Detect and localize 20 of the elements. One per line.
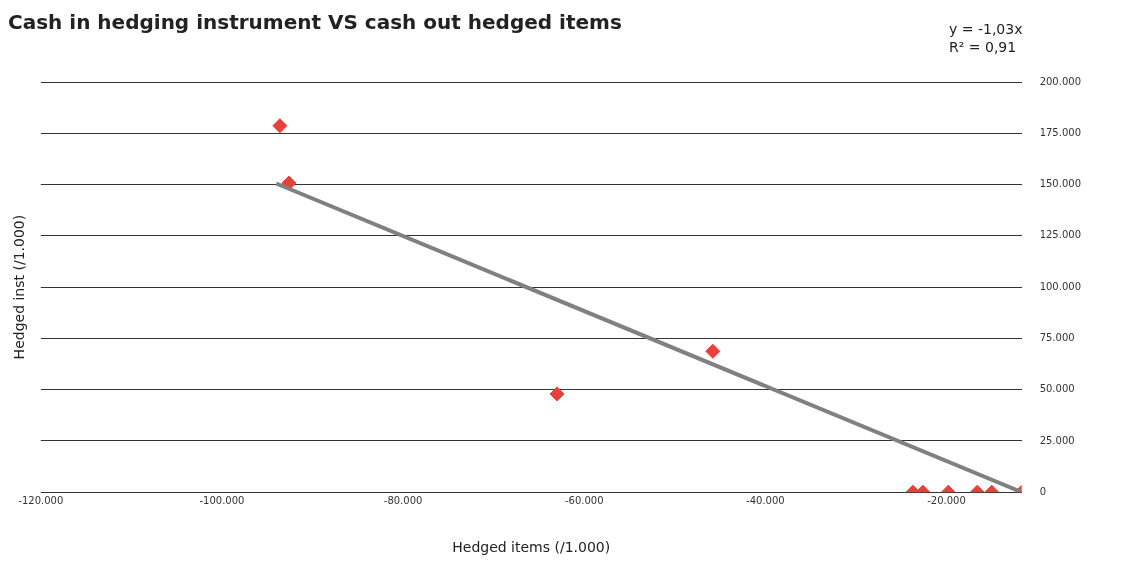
y-tick-label: 50.000 [1039, 383, 1075, 395]
chart-title: Cash in hedging instrument VS cash out hedged items [8, 10, 622, 35]
x-tick-label: -100.000 [199, 494, 245, 506]
text: y = -1,03x [949, 21, 1023, 37]
x-tick-label: -40.000 [746, 494, 785, 506]
y-tick-label: 75.000 [1039, 331, 1075, 343]
y-axis-title: Hedged inst (/1.000) [11, 214, 28, 360]
x-tick-label: -80.000 [383, 494, 423, 506]
y-tick-label: 175.000 [1039, 126, 1082, 138]
x-tick-label: -120.000 [18, 494, 64, 506]
y-tick-label: 200.000 [1039, 75, 1082, 87]
x-tick-label: -20.000 [927, 494, 966, 506]
y-tick-label: 150.000 [1039, 178, 1082, 190]
y-tick-label: 100.000 [1039, 280, 1082, 292]
text: R² = 0,91 [949, 39, 1017, 55]
x-tick-label: -60.000 [564, 494, 604, 506]
y-tick-label: 25.000 [1039, 434, 1075, 446]
x-axis-title: Hedged items (/1.000) [452, 539, 611, 556]
y-tick-label: 125.000 [1039, 229, 1082, 241]
y-tick-label: 0 [1039, 485, 1047, 497]
